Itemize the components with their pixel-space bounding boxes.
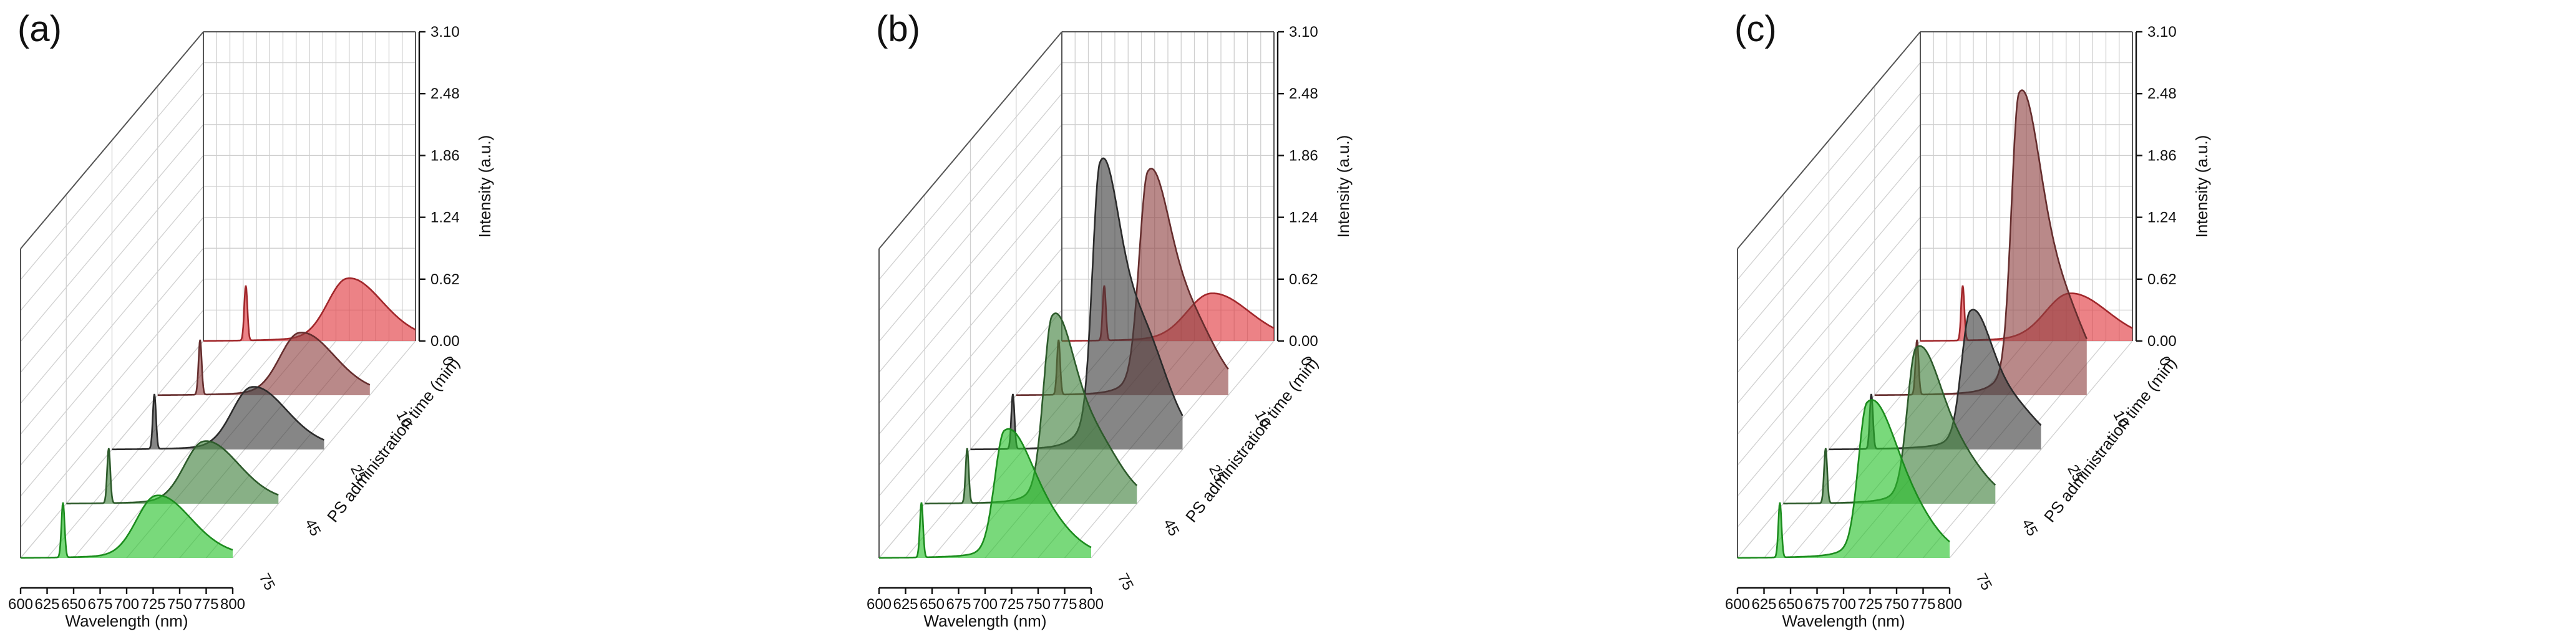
y-tick-label: 75 xyxy=(256,570,278,593)
x-tick-label: 700 xyxy=(973,596,998,613)
waterfall-chart-b: (b) 600 625 650 675 700 725 750 775 800 Wavelength… xyxy=(867,9,1353,630)
x-tick-label: 675 xyxy=(1804,596,1829,613)
spectrum-area-25 xyxy=(1829,309,2041,449)
x-tick-label: 750 xyxy=(1884,596,1909,613)
x-tick-label: 750 xyxy=(167,596,192,613)
x-tick-label: 800 xyxy=(1079,596,1104,613)
z-tick-label: 3.10 xyxy=(430,24,460,41)
waterfall-chart-a: (a) 600 625 650 675 700 725 750 775 800 Wavelength… xyxy=(8,9,494,630)
x-tick-label: 800 xyxy=(220,596,245,613)
spectrum-area-10 xyxy=(1874,90,2087,395)
spectrum-area-45 xyxy=(1783,346,1996,504)
x-axis-title: Wavelength (nm) xyxy=(924,612,1047,630)
x-tick-label: 650 xyxy=(920,596,945,613)
spectrum-area-75 xyxy=(1738,400,1950,558)
z-tick-label: 0.62 xyxy=(1289,271,1318,288)
spectrum-line-75 xyxy=(879,428,1092,559)
x-tick-label: 650 xyxy=(61,596,86,613)
x-tick-label: 700 xyxy=(1831,596,1856,613)
z-tick-label: 1.86 xyxy=(1289,147,1318,164)
spectrum-line-75 xyxy=(21,494,233,559)
x-tick-label: 725 xyxy=(140,596,165,613)
spectrum-area-75 xyxy=(879,429,1091,558)
x-tick-label: 600 xyxy=(1725,596,1750,613)
z-tick-label: 1.24 xyxy=(430,209,460,226)
z-tick-label: 1.86 xyxy=(2147,147,2177,164)
x-tick-label: 600 xyxy=(867,596,892,613)
y-tick-label: 45 xyxy=(301,516,324,539)
panel-b: (b) 600 625 650 675 700 725 750 775 800 Wavelength… xyxy=(858,0,1717,636)
x-tick-label: 775 xyxy=(1052,596,1077,613)
x-tick-label: 775 xyxy=(1910,596,1935,613)
x-axis: 600 625 650 675 700 725 750 775 800 Wavelength (n… xyxy=(1725,587,1962,630)
y-tick-label: 75 xyxy=(1114,570,1137,593)
spectrum-line-25 xyxy=(112,386,325,451)
z-tick-label: 1.24 xyxy=(2147,209,2177,226)
x-tick-label: 775 xyxy=(193,596,218,613)
spectrum-line-45 xyxy=(66,440,279,505)
panel-label: (a) xyxy=(17,9,62,49)
z-tick-label: 0.00 xyxy=(2147,333,2177,350)
spectrum-line-10 xyxy=(157,332,371,396)
x-tick-label: 725 xyxy=(1857,596,1882,613)
box-frame xyxy=(20,31,416,558)
z-tick-label: 0.00 xyxy=(1289,333,1318,350)
x-axis-title: Wavelength (nm) xyxy=(66,612,188,630)
x-tick-label: 725 xyxy=(999,596,1024,613)
z-tick-label: 0.00 xyxy=(430,333,460,350)
z-tick-label: 1.24 xyxy=(1289,209,1318,226)
z-tick-label: 2.48 xyxy=(430,85,460,102)
z-tick-label: 2.48 xyxy=(2147,85,2177,102)
x-axis: 600 625 650 675 700 725 750 775 800 Wavelength (n… xyxy=(867,587,1104,630)
spectrum-area-45 xyxy=(925,313,1137,504)
spectrum-area-10 xyxy=(1016,168,1228,395)
box-frame xyxy=(878,31,1275,558)
z-axis-title: Intensity (a.u.) xyxy=(475,135,494,238)
panel-label: (b) xyxy=(876,9,920,49)
z-axis-title: Intensity (a.u.) xyxy=(1334,135,1353,238)
spectrum-line-75 xyxy=(1738,399,1950,559)
x-tick-label: 675 xyxy=(946,596,971,613)
z-tick-label: 3.10 xyxy=(2147,24,2177,41)
y-tick-label: 45 xyxy=(1160,516,1182,539)
spectrum-area-25 xyxy=(970,158,1183,449)
spectrum-line-0 xyxy=(203,277,416,342)
z-tick-label: 0.62 xyxy=(2147,271,2177,288)
spectrum-area-0 xyxy=(203,278,416,341)
z-axis-title: Intensity (a.u.) xyxy=(2192,135,2211,238)
x-tick-label: 650 xyxy=(1778,596,1803,613)
back-wall-grid xyxy=(203,31,416,342)
z-axis: 0.00 0.62 1.24 1.86 2.48 3.10 Intensity (a.u.) xyxy=(2135,24,2211,350)
x-tick-label: 600 xyxy=(8,596,33,613)
x-tick-label: 750 xyxy=(1026,596,1051,613)
panel-c: (c) 600 625 650 675 700 725 750 775 800 Wavelength… xyxy=(1717,0,2575,636)
x-tick-label: 625 xyxy=(34,596,59,613)
spectrum-area-75 xyxy=(21,495,233,558)
y-tick-label: 75 xyxy=(1973,570,1995,593)
spectrum-area-0 xyxy=(1062,286,1274,341)
z-axis: 0.00 0.62 1.24 1.86 2.48 3.10 Intensity (a.u.) xyxy=(418,24,494,350)
spectrum-area-25 xyxy=(112,387,324,449)
x-tick-label: 625 xyxy=(1751,596,1776,613)
x-axis: 600 625 650 675 700 725 750 775 800 Wavelength (n… xyxy=(8,587,245,630)
x-axis-title: Wavelength (nm) xyxy=(1782,612,1905,630)
spectrum-area-45 xyxy=(66,441,279,504)
waterfall-chart-c: (c) 600 625 650 675 700 725 750 775 800 Wavelength… xyxy=(1725,9,2211,630)
y-tick-label: 45 xyxy=(2018,516,2041,539)
panel-label: (c) xyxy=(1734,9,1777,49)
z-tick-label: 3.10 xyxy=(1289,24,1318,41)
x-tick-label: 675 xyxy=(87,596,112,613)
panel-a: (a) 600 625 650 675 700 725 750 775 800 Wavelength… xyxy=(0,0,858,636)
x-tick-label: 625 xyxy=(893,596,918,613)
z-tick-label: 1.86 xyxy=(430,147,460,164)
x-tick-label: 700 xyxy=(114,596,139,613)
box-frame xyxy=(1737,31,2133,558)
z-tick-label: 0.62 xyxy=(430,271,460,288)
x-tick-label: 800 xyxy=(1937,596,1962,613)
spectrum-area-10 xyxy=(157,332,370,395)
z-tick-label: 2.48 xyxy=(1289,85,1318,102)
z-axis: 0.00 0.62 1.24 1.86 2.48 3.10 Intensity (a.u.) xyxy=(1276,24,1353,350)
